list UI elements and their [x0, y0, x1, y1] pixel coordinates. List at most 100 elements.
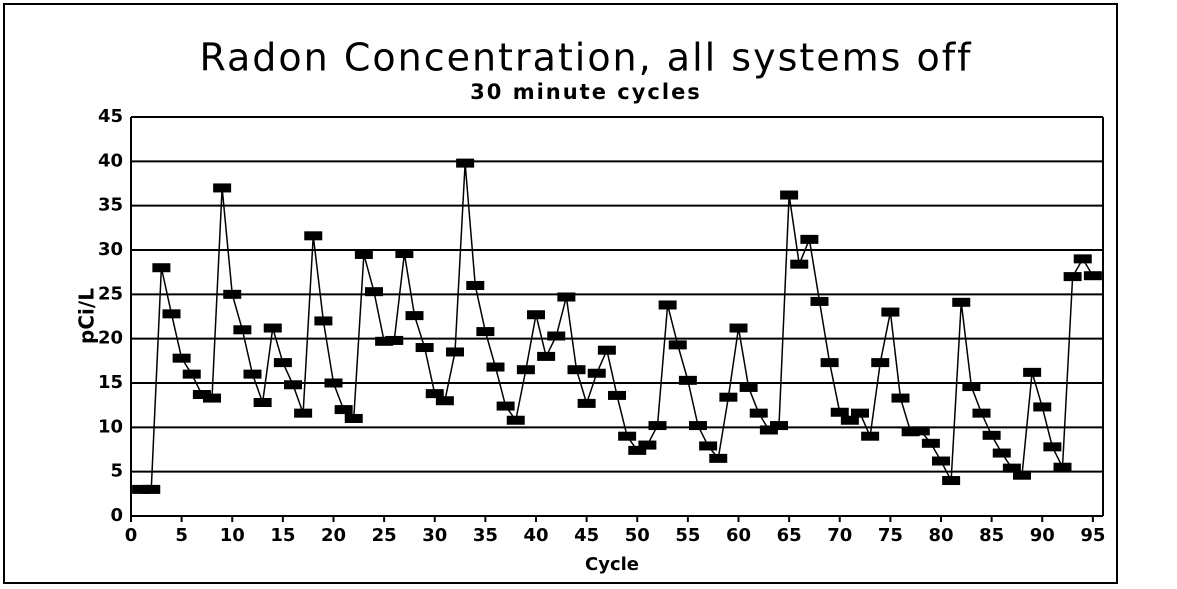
y-axis-label: pCi/L: [75, 288, 99, 344]
data-marker: [233, 325, 252, 335]
data-marker: [932, 456, 950, 466]
data-marker: [213, 183, 232, 193]
data-marker: [354, 249, 373, 259]
x-tick-label: 50: [625, 525, 650, 546]
y-tick-label: 25: [98, 283, 123, 304]
x-tick-label: 15: [270, 525, 295, 546]
data-marker: [689, 421, 707, 431]
data-marker: [861, 431, 880, 441]
y-tick-label: 45: [98, 106, 123, 127]
data-marker: [648, 421, 667, 431]
data-marker: [851, 408, 869, 418]
x-tick-label: 95: [1080, 525, 1105, 546]
data-marker: [385, 335, 404, 345]
data-marker: [466, 280, 485, 290]
data-marker: [172, 353, 191, 363]
data-marker: [1073, 254, 1092, 264]
data-marker: [223, 289, 242, 299]
data-marker: [263, 323, 282, 333]
data-marker: [678, 375, 697, 385]
data-marker: [304, 231, 323, 241]
x-tick-label: 65: [777, 525, 802, 546]
data-marker: [962, 382, 981, 392]
data-marker: [719, 392, 738, 402]
data-marker: [790, 259, 809, 269]
data-marker: [425, 389, 444, 399]
data-marker: [375, 336, 394, 346]
data-marker: [749, 408, 768, 418]
data-marker: [203, 393, 221, 403]
data-marker: [780, 190, 799, 200]
data-marker: [253, 398, 272, 408]
data-marker: [334, 405, 353, 415]
data-marker: [901, 427, 920, 437]
data-marker: [506, 415, 525, 425]
data-marker: [405, 311, 424, 321]
data-marker: [1083, 271, 1102, 281]
y-tick-label: 5: [110, 461, 123, 482]
data-marker: [638, 440, 657, 450]
data-marker: [516, 365, 535, 375]
data-marker: [911, 426, 930, 436]
data-marker: [658, 300, 677, 310]
data-marker: [1023, 367, 1042, 377]
data-marker: [608, 390, 626, 400]
data-marker: [324, 378, 343, 388]
x-tick-label: 75: [878, 525, 903, 546]
data-marker: [162, 309, 181, 319]
data-marker: [547, 331, 566, 341]
x-tick-label: 35: [473, 525, 498, 546]
data-marker: [192, 390, 211, 400]
x-tick-label: 55: [675, 525, 700, 546]
data-marker: [567, 365, 586, 375]
data-marker: [446, 347, 464, 357]
x-axis-label: Cycle: [585, 554, 639, 575]
data-marker: [739, 382, 758, 392]
data-marker: [820, 358, 839, 368]
y-tick-label: 0: [110, 505, 123, 526]
data-marker: [800, 234, 819, 244]
chart-subtitle: 30 minute cycles: [470, 80, 702, 104]
data-marker: [1063, 272, 1082, 282]
data-marker: [597, 345, 616, 355]
data-marker: [284, 380, 302, 390]
data-marker: [142, 484, 161, 494]
data-marker: [486, 362, 505, 372]
x-tick-label: 90: [1030, 525, 1055, 546]
data-marker: [942, 476, 961, 486]
frame: [3, 3, 1118, 584]
data-marker: [618, 431, 637, 441]
data-marker: [456, 158, 475, 168]
data-marker: [992, 448, 1011, 458]
x-tick-label: 45: [574, 525, 599, 546]
data-marker: [952, 297, 971, 307]
y-tick-label: 10: [98, 416, 123, 437]
data-marker: [881, 307, 900, 317]
data-marker: [273, 358, 292, 368]
y-tick-label: 20: [98, 328, 123, 349]
x-tick-label: 20: [321, 525, 346, 546]
data-marker: [435, 396, 454, 406]
data-marker: [294, 408, 313, 418]
data-marker: [628, 445, 647, 455]
data-marker: [132, 484, 151, 494]
data-marker: [699, 441, 718, 451]
data-marker: [921, 438, 940, 448]
x-tick-label: 25: [372, 525, 397, 546]
x-tick-label: 0: [125, 525, 138, 546]
data-marker: [668, 340, 687, 350]
data-marker: [496, 401, 515, 411]
data-marker: [557, 292, 576, 302]
data-line: [141, 163, 1094, 491]
data-marker: [810, 296, 829, 306]
chart-title: Radon Concentration, all systems off: [199, 36, 972, 80]
x-tick-label: 60: [726, 525, 751, 546]
data-marker: [871, 358, 890, 368]
x-tick-label: 40: [523, 525, 548, 546]
data-marker: [840, 415, 859, 425]
data-marker: [1053, 462, 1072, 472]
x-tick-label: 5: [175, 525, 188, 546]
data-marker: [1013, 470, 1031, 480]
